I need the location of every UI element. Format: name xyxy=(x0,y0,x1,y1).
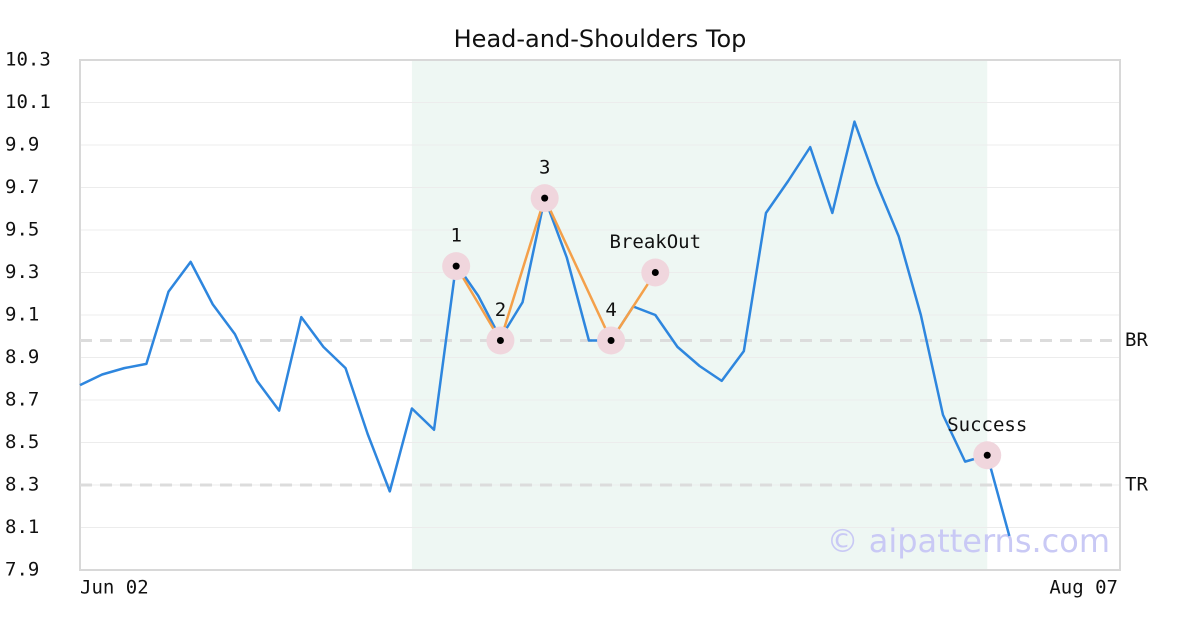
marker-label: 2 xyxy=(495,299,506,321)
marker-dot xyxy=(496,337,504,344)
reference-label: BR xyxy=(1125,329,1148,351)
marker-label: Success xyxy=(947,414,1027,436)
marker-label: 1 xyxy=(450,225,461,247)
marker-dot xyxy=(651,269,659,276)
marker-label: 4 xyxy=(605,299,616,321)
plot-frame xyxy=(79,59,1121,571)
y-tick-label: 9.5 xyxy=(5,219,39,241)
y-tick-label: 9.3 xyxy=(5,261,39,283)
y-tick-label: 8.9 xyxy=(5,346,39,368)
y-tick-label: 8.5 xyxy=(5,431,39,453)
y-tick-label: 7.9 xyxy=(5,559,39,581)
x-tick-label: Jun 02 xyxy=(80,577,149,599)
y-tick-label: 8.7 xyxy=(5,389,39,411)
marker-dot xyxy=(607,337,615,344)
y-tick-label: 9.1 xyxy=(5,304,39,326)
marker-dot xyxy=(541,194,549,202)
marker-dot xyxy=(452,262,460,270)
marker-label: BreakOut xyxy=(610,231,702,253)
y-tick-label: 9.7 xyxy=(5,176,39,198)
y-tick-label: 9.9 xyxy=(5,134,39,156)
marker-label: 3 xyxy=(539,157,550,179)
y-tick-label: 8.1 xyxy=(5,516,39,538)
chart-title: Head-and-Shoulders Top xyxy=(454,25,747,53)
marker-dot xyxy=(983,451,991,459)
y-tick-label: 8.3 xyxy=(5,474,39,496)
x-tick-label: Aug 07 xyxy=(1049,577,1118,599)
y-tick-label: 10.1 xyxy=(5,91,51,113)
reference-label: TR xyxy=(1125,474,1148,496)
watermark: © aipatterns.com xyxy=(827,522,1110,560)
y-tick-label: 10.3 xyxy=(5,49,51,71)
